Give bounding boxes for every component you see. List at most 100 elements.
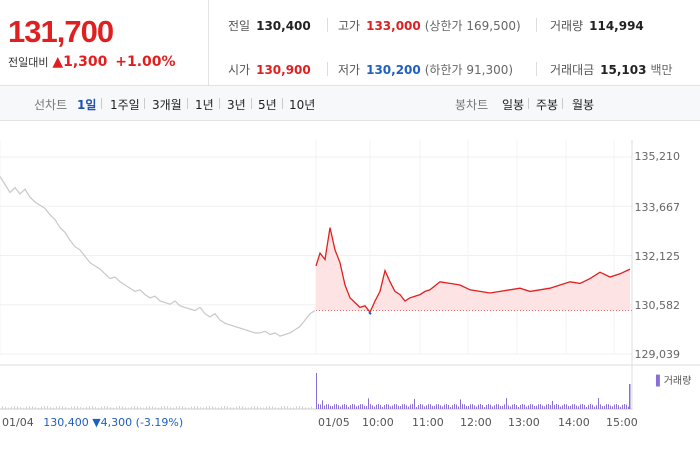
volume-bar	[352, 404, 353, 409]
volume-bar	[472, 404, 473, 409]
volume-bar	[412, 404, 413, 409]
volume-bar	[83, 407, 84, 409]
volume-bar	[269, 406, 270, 409]
volume-bar	[364, 405, 365, 409]
range-5y[interactable]: 5년	[258, 98, 277, 112]
volume-bar	[528, 405, 529, 409]
volume-bar	[440, 405, 441, 409]
volume-bar	[436, 404, 437, 409]
candle-daily[interactable]: 일봉	[502, 98, 525, 112]
volume-bar	[182, 406, 183, 409]
volume-bar	[598, 398, 599, 409]
x-tick-label: 10:00	[362, 416, 394, 429]
volume-bar	[382, 406, 383, 409]
volume-bar	[2, 406, 3, 409]
volume-bar	[490, 404, 491, 409]
range-3m[interactable]: 3개월	[152, 98, 182, 112]
volume-bar	[248, 407, 249, 409]
volume-bar	[420, 404, 421, 409]
volume-bar	[140, 407, 141, 409]
volume-bar	[101, 406, 102, 409]
x-tick-label: 11:00	[412, 416, 444, 429]
volume-bar	[278, 407, 279, 409]
volume-bar	[376, 404, 377, 409]
volume-bar	[502, 405, 503, 409]
change-percent: +1.00%	[115, 54, 176, 70]
volume-bar	[456, 404, 457, 409]
volume-bar	[305, 407, 306, 409]
volume-bar	[394, 404, 395, 409]
volume-bar	[464, 404, 465, 409]
volume-bar	[354, 404, 355, 409]
x-tick-label: 13:00	[508, 416, 540, 429]
volume-bar	[287, 406, 288, 409]
volume-bar	[380, 404, 381, 409]
volume-bar	[122, 406, 123, 409]
volume-bar	[618, 405, 619, 409]
volume-bar	[458, 406, 459, 409]
line-chart-label: 선차트	[34, 98, 68, 112]
volume-bar	[622, 404, 623, 409]
volume-bar	[422, 404, 423, 409]
range-1d[interactable]: 1일	[77, 98, 97, 112]
candle-monthly[interactable]: 월봉	[572, 98, 595, 112]
volume-bar	[460, 399, 461, 409]
volume-bar	[600, 404, 601, 409]
range-10y[interactable]: 10년	[289, 98, 316, 112]
chart-toolbar: 선차트 1일 1주일 3개월 1년 3년 5년 10년 봉차트 일봉 주봉 월봉	[0, 86, 700, 121]
volume-bar	[152, 406, 153, 409]
volume-bar	[548, 404, 549, 409]
volume-bar	[340, 406, 341, 409]
volume-bar	[107, 406, 108, 409]
x-tick-label: 12:00	[460, 416, 492, 429]
volume-bar	[348, 406, 349, 409]
volume-bar	[612, 406, 613, 409]
volume-bar	[578, 406, 579, 409]
volume-bar	[442, 406, 443, 409]
volume-bar	[404, 404, 405, 409]
volume-bar	[360, 404, 361, 409]
range-1w[interactable]: 1주일	[110, 98, 140, 112]
volume-bar	[47, 406, 48, 409]
volume-bar	[526, 406, 527, 409]
volume-bar	[200, 407, 201, 409]
volume-bar	[532, 404, 533, 409]
volume-bar	[26, 406, 27, 409]
volume-bar	[293, 407, 294, 409]
volume-bar	[402, 404, 403, 409]
volume-bar	[5, 407, 6, 409]
volume-bar	[281, 406, 282, 409]
volume-bar	[378, 404, 379, 409]
volume-bar	[326, 404, 327, 409]
volume-bar	[296, 406, 297, 409]
volume-bar	[544, 406, 545, 409]
volume-bar	[530, 404, 531, 409]
candle-weekly[interactable]: 주봉	[536, 98, 559, 112]
volume-bar	[188, 407, 189, 409]
volume-bar	[65, 407, 66, 409]
quote-header: 131,700 전일대비 ▲1,300 +1.00% 전일 130,400 고가 1…	[0, 0, 700, 86]
prev-change-value: 4,300	[100, 416, 133, 429]
volume-bar	[428, 404, 429, 409]
volume-bar	[89, 406, 90, 409]
volume-bar	[324, 405, 325, 409]
volume-bar	[116, 406, 117, 409]
volume-bar	[590, 404, 591, 409]
stat-value: 130,900	[256, 63, 311, 77]
volume-bar	[275, 407, 276, 409]
stat-unit: 백만	[650, 63, 673, 77]
volume-bar	[284, 406, 285, 409]
volume-bar	[500, 405, 501, 409]
range-1y[interactable]: 1년	[195, 98, 214, 112]
volume-bar	[626, 404, 627, 409]
previous-day-summary: 01/04 130,400 ▼4,300 (-3.19%)	[2, 416, 183, 429]
volume-bar	[556, 404, 557, 409]
volume-bar	[20, 407, 21, 409]
volume-bar	[149, 406, 150, 409]
volume-bar	[134, 406, 135, 409]
volume-bar	[398, 405, 399, 409]
volume-bar	[362, 404, 363, 409]
range-3y[interactable]: 3년	[227, 98, 246, 112]
volume-bar	[448, 404, 449, 409]
